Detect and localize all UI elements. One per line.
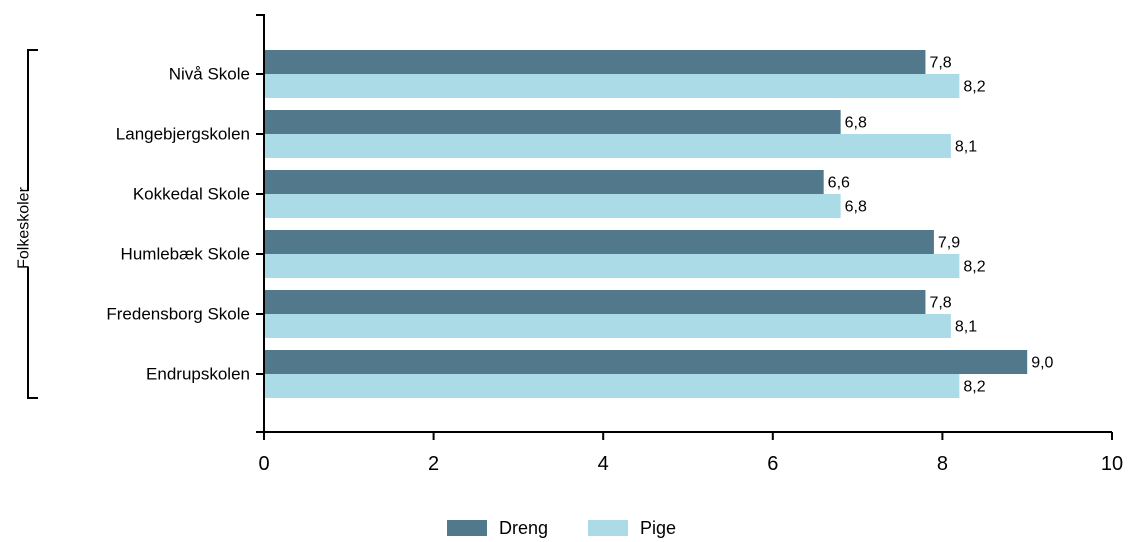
bar-dreng-3 [264,230,934,254]
group-bracket: Folkeskoler [16,49,38,399]
data-label-dreng-0: 7,8 [929,55,951,72]
bar-dreng-1 [264,110,841,134]
legend-label-pige: Pige [640,518,676,538]
y-tick-label-0: Nivå Skole [169,65,250,84]
bar-dreng-4 [264,290,926,314]
legend-swatch-dreng [447,520,487,536]
legend-swatch-pige [588,520,628,536]
data-label-pige-3: 8,2 [963,259,985,276]
bar-pige-4 [264,314,951,338]
y-axis: Nivå Skole Langebjergskolen Kokkedal Skole… [106,14,265,432]
x-tick-label-0: 0 [258,453,269,475]
data-label-dreng-4: 7,8 [929,295,951,312]
x-tick-label-3: 6 [767,453,778,475]
data-label-dreng-5: 9,0 [1031,355,1053,372]
data-label-pige-5: 8,2 [963,379,985,396]
bars [264,50,1028,398]
y-tick-label-3: Humlebæk Skole [121,245,250,264]
bar-pige-5 [264,374,960,398]
x-tick-label-2: 4 [598,453,609,475]
data-label-dreng-3: 7,9 [938,235,960,252]
x-tick-label-1: 2 [428,453,439,475]
group-label: Folkeskoler [16,186,33,268]
legend: Dreng Pige [447,518,676,538]
data-label-dreng-2: 6,6 [828,175,850,192]
x-tick-label-4: 8 [937,453,948,475]
bar-pige-0 [264,74,960,98]
data-label-dreng-1: 6,8 [845,115,867,132]
y-tick-label-2: Kokkedal Skole [133,185,250,204]
data-label-pige-1: 8,1 [955,139,977,156]
data-label-pige-2: 6,8 [845,199,867,216]
y-tick-label-4: Fredensborg Skole [106,305,250,324]
y-tick-label-5: Endrupskolen [146,365,250,384]
bar-pige-1 [264,134,951,158]
y-tick-label-1: Langebjergskolen [116,125,250,144]
legend-label-dreng: Dreng [499,518,548,538]
bar-pige-2 [264,194,841,218]
value-labels: 7,88,26,88,16,66,87,98,27,88,19,08,2 [828,55,1054,396]
bar-dreng-2 [264,170,824,194]
x-tick-label-5: 10 [1101,453,1123,475]
group-bracket-line [27,49,38,399]
data-label-pige-0: 8,2 [963,79,985,96]
bar-dreng-5 [264,350,1028,374]
data-label-pige-4: 8,1 [955,319,977,336]
bar-dreng-0 [264,50,926,74]
x-axis: 0 2 4 6 8 10 [256,431,1123,475]
bar-pige-3 [264,254,960,278]
